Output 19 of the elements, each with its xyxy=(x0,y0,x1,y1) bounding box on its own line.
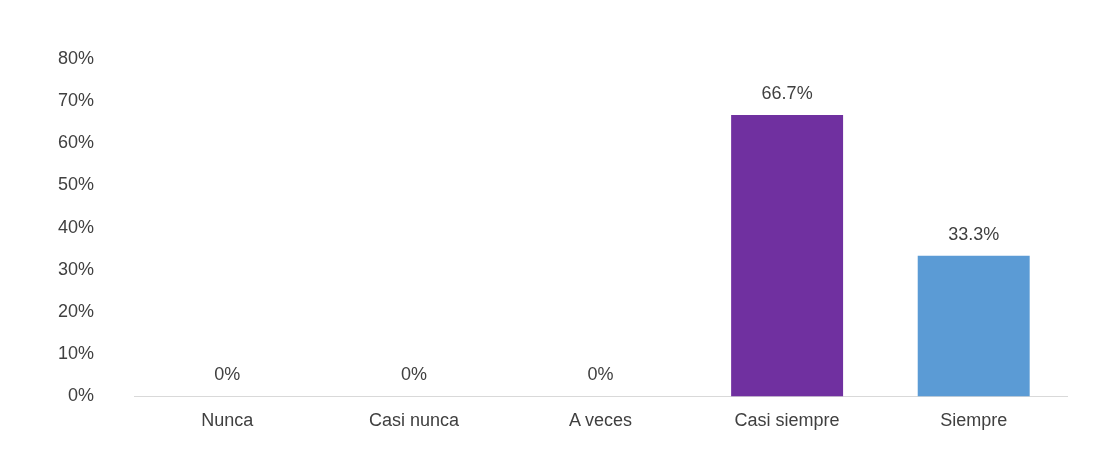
x-tick-label: Casi nunca xyxy=(368,410,460,431)
data-label: 33.3% xyxy=(948,223,1000,244)
x-tick-label: Siempre xyxy=(940,410,1008,431)
x-tick-label: A veces xyxy=(568,410,633,431)
y-tick-label: 80% xyxy=(58,47,95,68)
y-tick-label: 70% xyxy=(58,89,95,110)
x-tick-label: Nunca xyxy=(201,410,255,431)
data-label: 0% xyxy=(400,364,427,385)
y-tick-label: 50% xyxy=(58,174,95,195)
data-label: 0% xyxy=(214,364,241,385)
x-tick-label: Casi siempre xyxy=(734,410,840,431)
y-tick-label: 60% xyxy=(58,132,95,153)
data-label: 66.7% xyxy=(761,82,813,103)
y-tick-label: 40% xyxy=(58,216,95,237)
y-tick-label: 20% xyxy=(58,300,95,321)
y-tick-label: 10% xyxy=(58,343,95,364)
data-label: 0% xyxy=(587,364,614,385)
y-tick-label: 0% xyxy=(68,385,95,406)
y-tick-label: 30% xyxy=(58,258,95,279)
